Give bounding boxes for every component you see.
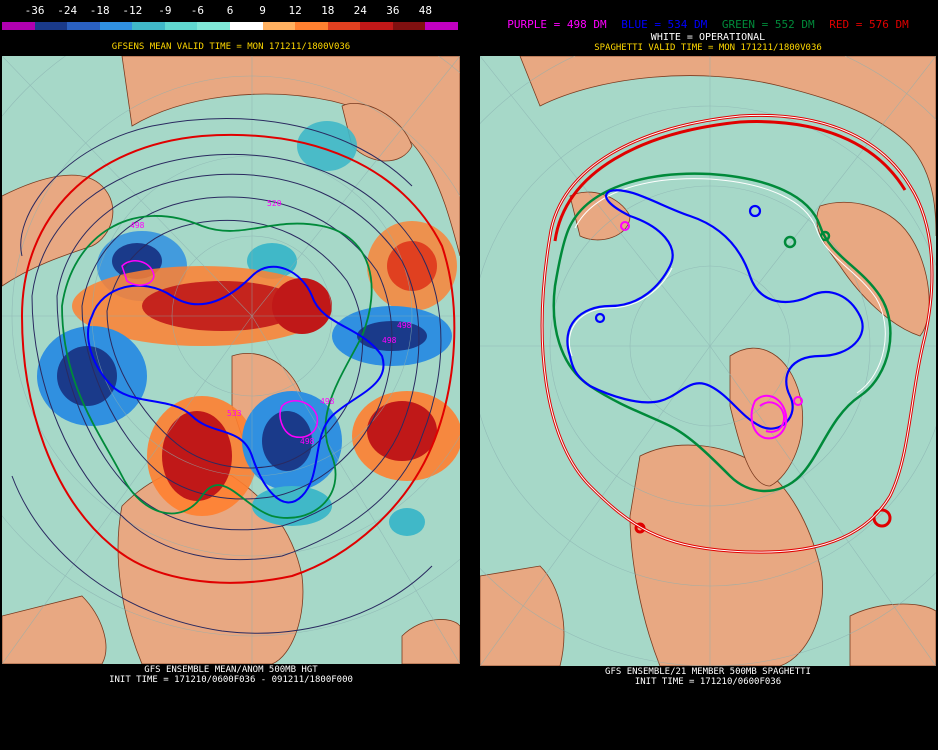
colorbar-cell (230, 22, 263, 30)
spaghetti-blue-534 (566, 189, 864, 430)
colorbar-tick: 12 (288, 4, 302, 17)
colorbar-tick: 6 (226, 4, 234, 17)
height-contours (11, 118, 442, 634)
operational-576 (541, 114, 933, 553)
contour-label: 498 (300, 437, 315, 446)
right-footer-line2: INIT TIME = 171210/0600F036 (634, 677, 782, 687)
colorbar-tick: 24 (353, 4, 367, 17)
colorbar-cell (164, 22, 198, 30)
anomaly-colorbar: -36 -24 -18 -12 -9 -6 6 9 12 18 24 36 48 (2, 0, 458, 36)
colorbar-cell (392, 22, 426, 30)
contour-label: 498 (130, 221, 145, 230)
contour-labels: 498 520 498 498 533 498 498 (130, 199, 412, 446)
operational-552 (574, 178, 886, 394)
contour-552 (61, 215, 373, 519)
colorbar-cell (262, 22, 296, 30)
spaghetti-legend: PURPLE = 498 DM BLUE = 534 DM GREEN = 55… (480, 18, 936, 31)
colorbar-tick: -12 (122, 4, 143, 17)
right-panel-footer: GFS ENSEMBLE/21 MEMBER 500MB SPAGHETTI IN… (480, 667, 936, 687)
colorbar-cell (67, 22, 100, 30)
colorbar-tick: 18 (321, 4, 335, 17)
left-panel-footer: GFS ENSEMBLE MEAN/ANOM 500MB HGT INIT TIM… (2, 665, 460, 685)
contour-label: 498 (397, 321, 412, 330)
legend-blue: BLUE = 534 DM (621, 18, 708, 31)
colorbar-tick: 9 (259, 4, 266, 17)
colorbar-tick: -9 (158, 4, 172, 17)
graticule (2, 56, 460, 664)
left-footer-line2: INIT TIME = 171210/0600F036 - 091211/180… (109, 675, 353, 685)
contour-label: 533 (227, 409, 242, 418)
ensemble-mean-map: 498 520 498 498 533 498 498 (2, 56, 460, 664)
contour-498-a (279, 400, 319, 438)
legend-purple: PURPLE = 498 DM (507, 18, 607, 31)
colorbar-cell (132, 22, 165, 30)
contour-576 (20, 134, 456, 584)
left-panel-title: GFSENS MEAN VALID TIME = MON 171211/1800… (111, 42, 351, 52)
spaghetti-purple-498 (620, 221, 803, 440)
right-panel-title: SPAGHETTI VALID TIME = MON 171211/1800V0… (594, 43, 822, 53)
spaghetti-map (480, 56, 936, 666)
land-masses (2, 56, 460, 664)
right-panel-subtitle: WHITE = OPERATIONAL (650, 32, 766, 43)
colorbar-tick: 48 (418, 4, 433, 17)
colorbar-cell (327, 22, 361, 30)
contour-label: 520 (267, 199, 282, 208)
legend-red: RED = 576 DM (829, 18, 909, 31)
contour-label: 498 (320, 397, 335, 406)
colorbar-tick: -6 (190, 4, 205, 17)
colorbar-cell (34, 22, 68, 30)
right-footer-line1: GFS ENSEMBLE/21 MEMBER 500MB SPAGHETTI (605, 667, 811, 677)
colorbar-cell (295, 22, 328, 30)
contour-534 (87, 265, 385, 504)
contour-498-b (121, 260, 155, 286)
legend-green: GREEN = 552 DM (721, 18, 815, 31)
colorbar-cell (425, 22, 458, 30)
colorbar-tick: -24 (57, 4, 78, 17)
colorbar-cell (197, 22, 230, 30)
land-masses (480, 56, 936, 666)
colorbar-tick: 36 (386, 4, 400, 17)
contour-label: 498 (382, 336, 397, 345)
left-footer-line1: GFS ENSEMBLE MEAN/ANOM 500MB HGT (144, 665, 318, 675)
colorbar-tick: -36 (24, 4, 45, 17)
operational-534 (568, 267, 673, 357)
graticule (480, 56, 936, 666)
colorbar-cell (99, 22, 133, 30)
colorbar-cell (2, 22, 35, 30)
colorbar-tick: -18 (89, 4, 110, 17)
colorbar-cell (360, 22, 393, 30)
